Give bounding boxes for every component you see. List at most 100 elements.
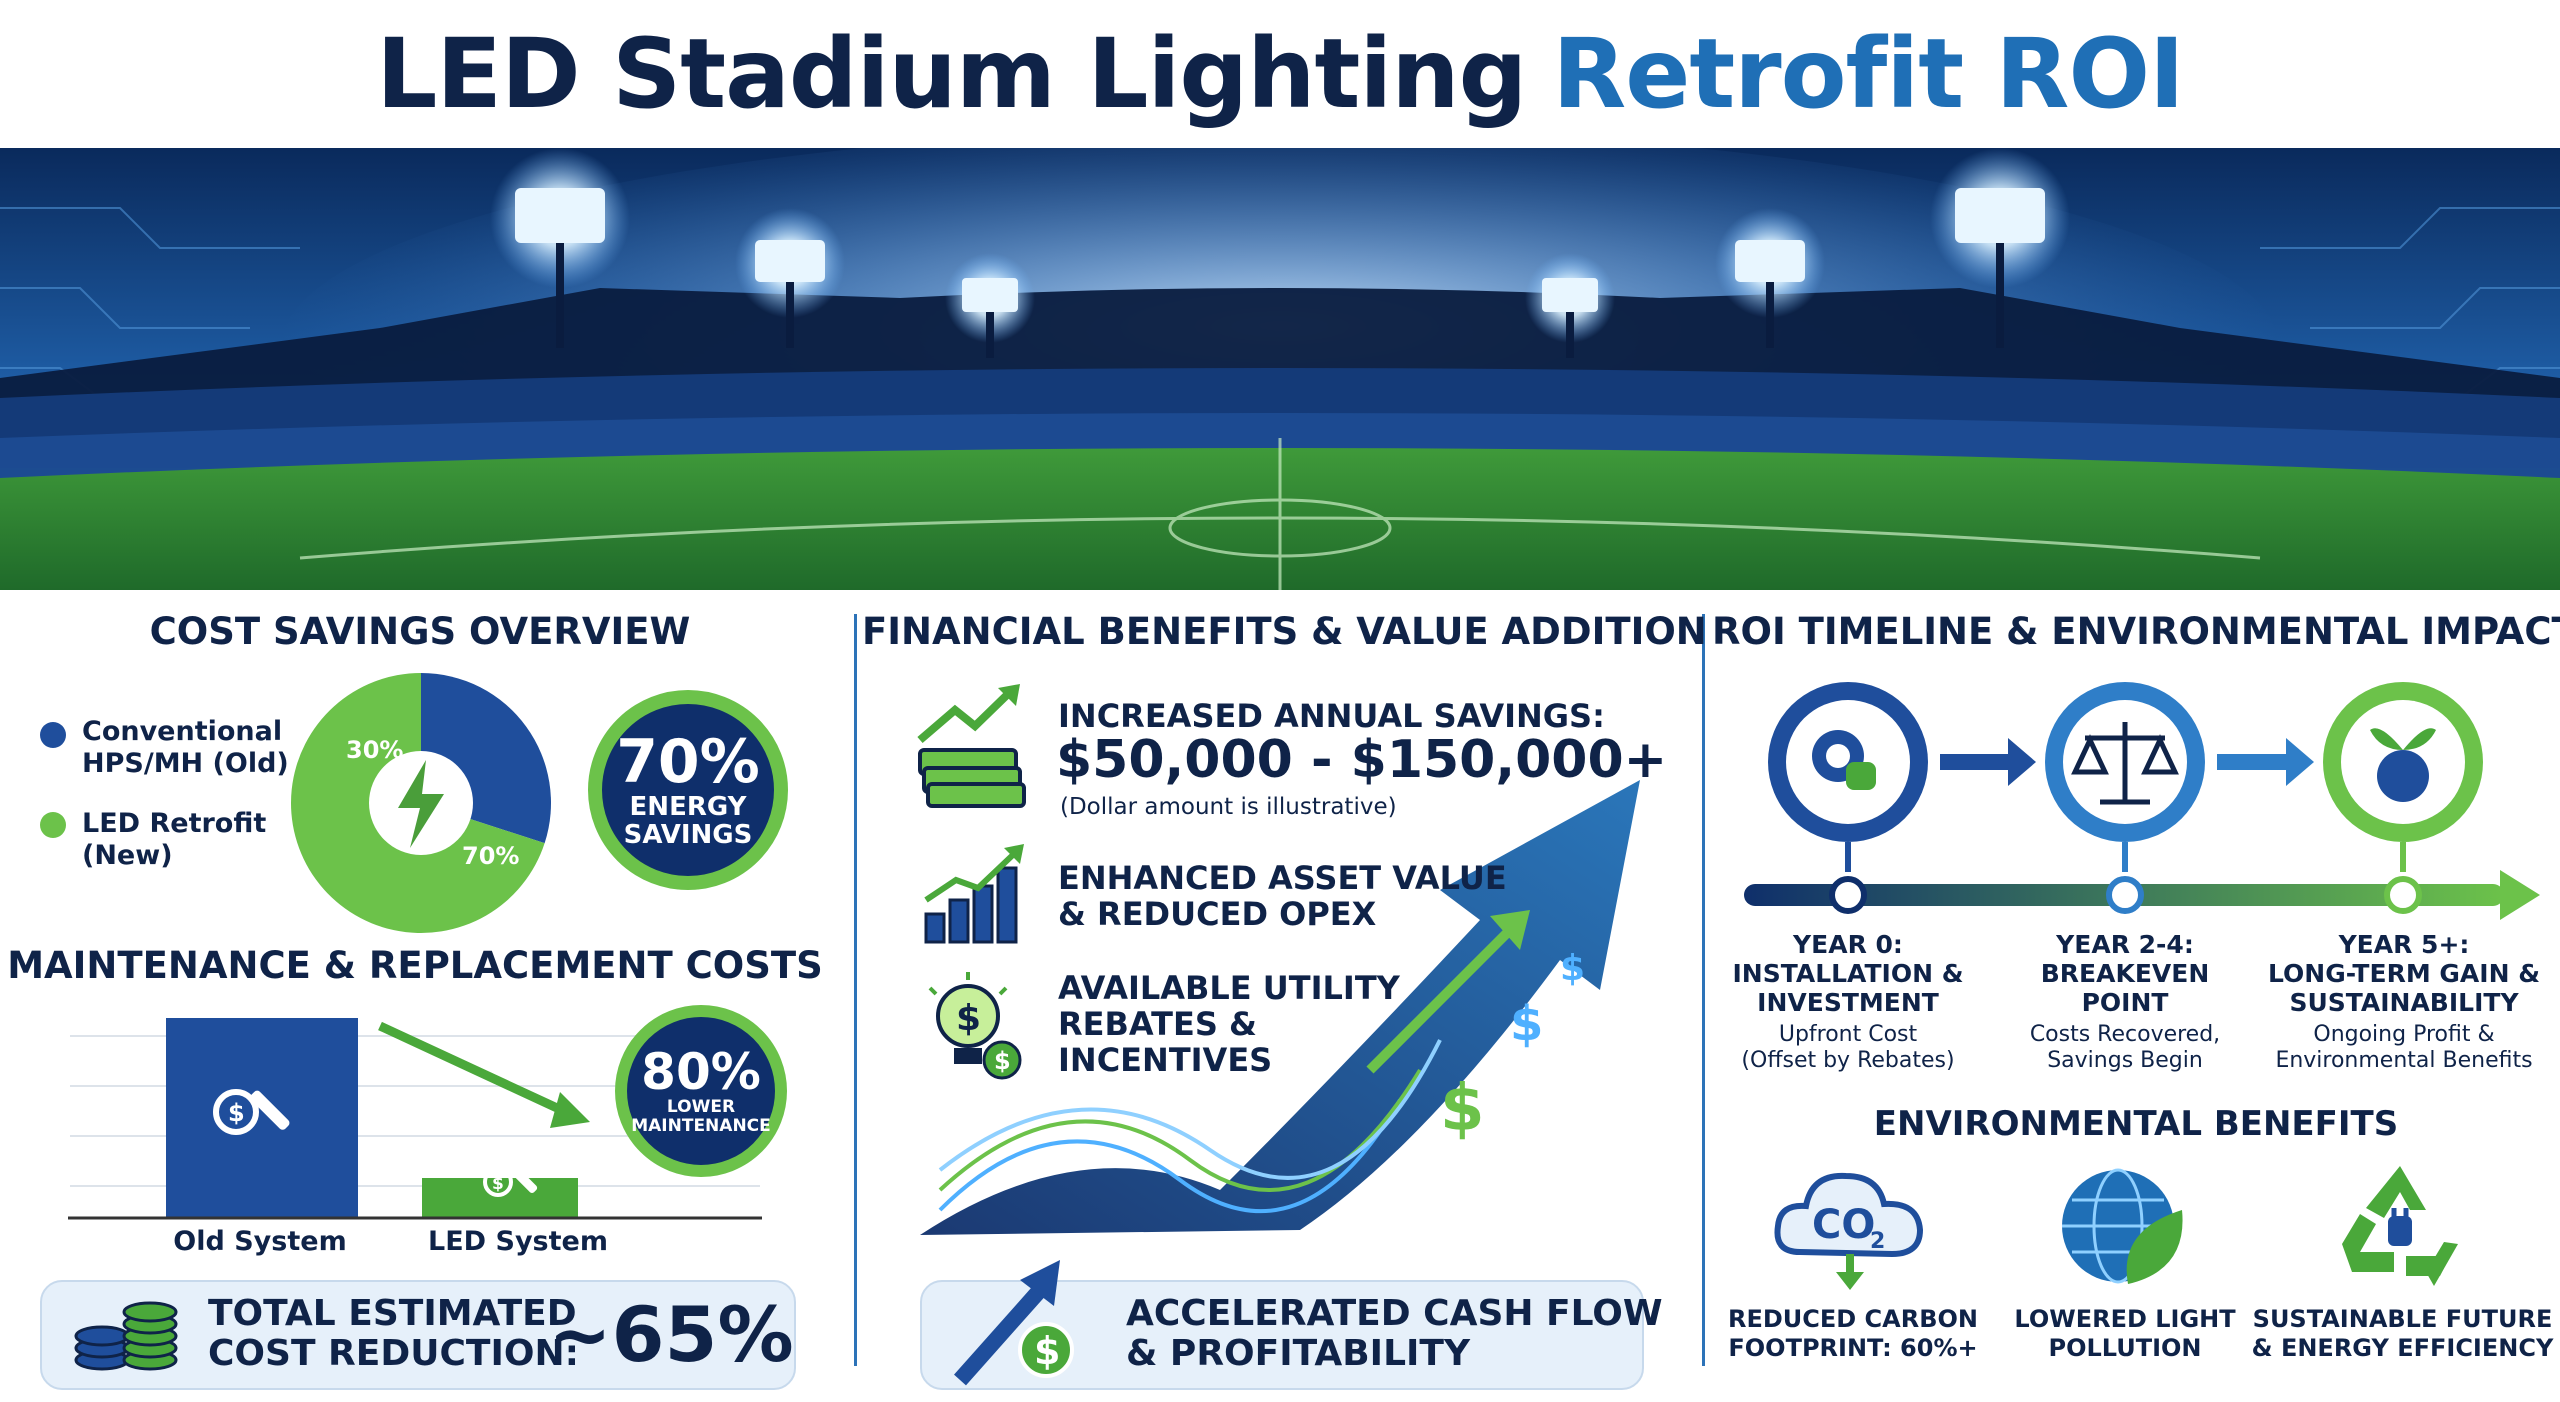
gear-money-icon	[1812, 730, 1876, 790]
cashflow-arrow-icon: $	[954, 1260, 1074, 1386]
total-reduction-line2: COST REDUCTION:	[208, 1333, 579, 1374]
env-light-line2: POLLUTION	[2048, 1334, 2202, 1362]
title-part-1: LED Stadium Lighting	[376, 18, 1527, 130]
co2-cloud-icon: CO 2	[1774, 1172, 1924, 1290]
wrench-dollar-icon-old: $	[213, 1089, 290, 1135]
cost-savings-title: COST SAVINGS OVERVIEW	[149, 610, 691, 653]
total-reduction-line1: TOTAL ESTIMATED	[208, 1293, 577, 1334]
env-sustainable-label: SUSTAINABLE FUTURE & ENERGY EFFICIENCY	[2250, 1305, 2555, 1363]
column-divider-2	[1702, 614, 1705, 1366]
lower-maintenance-badge: 80% LOWER MAINTENANCE	[615, 1005, 787, 1177]
svg-text:$: $	[492, 1174, 504, 1194]
financial-title: FINANCIAL BENEFITS & VALUE ADDITION	[862, 610, 1707, 653]
milestone-0-sub1: Upfront Cost	[1778, 1022, 1918, 1047]
bar-label-old: Old System	[173, 1226, 347, 1257]
bar-growth-icon	[924, 844, 1024, 944]
annual-savings-label: INCREASED ANNUAL SAVINGS:	[1058, 697, 1605, 735]
pie-label-led: 70%	[462, 842, 519, 870]
roi-timeline-graphic	[1744, 682, 2540, 920]
pie-label-conventional: 30%	[346, 736, 403, 764]
energy-savings-line2: SAVINGS	[623, 820, 753, 850]
legend-conventional-line1: Conventional	[82, 716, 283, 747]
env-carbon-line2: FOOTPRINT: 60%+	[1728, 1334, 1978, 1362]
balance-scale-icon	[2071, 722, 2179, 805]
env-carbon-line1: REDUCED CARBON	[1727, 1305, 1979, 1333]
svg-text:$: $	[1510, 996, 1543, 1052]
env-sustainable-line2: & ENERGY EFFICIENCY	[2251, 1334, 2554, 1362]
env-light-label: LOWERED LIGHT POLLUTION	[2000, 1305, 2250, 1363]
legend-led-line1: LED Retrofit	[82, 808, 267, 839]
milestone-1-sub1: Costs Recovered,	[2029, 1022, 2221, 1047]
recycle-plug-icon	[2342, 1166, 2458, 1286]
env-carbon-label: REDUCED CARBON FOOTPRINT: 60%+	[1718, 1305, 1988, 1363]
milestone-2-sub2: Environmental Benefits	[2275, 1048, 2533, 1073]
svg-text:$: $	[1034, 1329, 1060, 1373]
total-reduction-label: TOTAL ESTIMATED COST REDUCTION:	[208, 1294, 579, 1374]
rebates-line1: AVAILABLE UTILITY	[1058, 969, 1400, 1007]
lower-maintenance-line1: LOWER	[666, 1097, 736, 1117]
maintenance-title: MAINTENANCE & REPLACEMENT COSTS	[7, 944, 823, 987]
legend-dot-conventional	[40, 722, 66, 748]
bar-led-system	[422, 1178, 578, 1218]
milestone-1-sub: Costs Recovered, Savings Begin	[2005, 1022, 2245, 1074]
legend-led-line2: (New)	[82, 840, 173, 871]
cashflow-line2: & PROFITABILITY	[1126, 1333, 1471, 1374]
env-benefits-title: ENVIRONMENTAL BENEFITS	[1873, 1104, 2399, 1144]
milestone-0-sub: Upfront Cost (Offset by Rebates)	[1728, 1022, 1968, 1074]
asset-value-line1: ENHANCED ASSET VALUE	[1058, 859, 1507, 897]
svg-text:$: $	[994, 1047, 1011, 1075]
decrease-arrow-head	[550, 1092, 590, 1128]
milestone-0-head2: INSTALLATION &	[1732, 959, 1964, 988]
milestone-2-sub: Ongoing Profit & Environmental Benefits	[2264, 1022, 2544, 1074]
env-sustainable-line1: SUSTAINABLE FUTURE	[2252, 1305, 2553, 1333]
milestone-1-head: YEAR 2-4: BREAKEVEN POINT	[2005, 930, 2245, 1017]
milestone-0-head: YEAR 0: INSTALLATION & INVESTMENT	[1728, 930, 1968, 1017]
asset-value-line2: & REDUCED OPEX	[1058, 895, 1377, 933]
stadium-illustration	[0, 148, 2560, 590]
milestone-2-head3: SUSTAINABILITY	[2289, 988, 2519, 1017]
annual-savings-amount: $50,000 - $150,000+	[1056, 730, 1668, 790]
lightbulb-dollar-icon: $ $	[928, 972, 1022, 1080]
env-light-line1: LOWERED LIGHT	[2014, 1305, 2236, 1333]
lightning-icon	[398, 760, 444, 848]
milestone-2-head2: LONG-TERM GAIN &	[2268, 959, 2540, 988]
bar-old-system	[166, 1018, 358, 1218]
column-divider-1	[854, 614, 857, 1366]
co2-text: CO	[1812, 1202, 1875, 1248]
page-title: LED Stadium Lighting Retrofit ROI	[0, 0, 2560, 148]
milestone-0-head1: YEAR 0:	[1793, 930, 1903, 959]
lower-maintenance-pct: 80%	[641, 1043, 761, 1101]
coin-stack-icon	[74, 1301, 178, 1371]
total-reduction-value: ~65%	[548, 1290, 794, 1379]
stadium-hero-image	[0, 148, 2560, 590]
milestone-1-head2: BREAKEVEN	[2040, 959, 2210, 988]
wrench-dollar-icon-led: $	[483, 1166, 538, 1197]
energy-savings-pct: 70%	[616, 727, 760, 797]
legend-conventional: Conventional HPS/MH (Old)	[82, 716, 289, 780]
milestone-0-head3: INVESTMENT	[1757, 988, 1939, 1017]
milestone-1-head3: POINT	[2081, 988, 2169, 1017]
svg-text:$: $	[1560, 948, 1585, 989]
cashflow-label: ACCELERATED CASH FLOW & PROFITABILITY	[1126, 1294, 1663, 1374]
milestone-2-head1: YEAR 5+:	[2338, 930, 2470, 959]
rebates-label: AVAILABLE UTILITY REBATES & INCENTIVES	[1058, 970, 1400, 1078]
growth-arrow-graphic: $ $ $	[920, 780, 1640, 1235]
rebates-line2: REBATES &	[1058, 1005, 1257, 1043]
milestone-2-sub1: Ongoing Profit &	[2313, 1022, 2495, 1047]
globe-leaf-icon	[2062, 1168, 2183, 1284]
svg-text:$: $	[1440, 1072, 1485, 1146]
milestone-0-sub2: (Offset by Rebates)	[1741, 1048, 1955, 1073]
maintenance-bar-chart: $ $	[68, 1018, 762, 1220]
co2-subscript: 2	[1870, 1229, 1885, 1254]
milestone-2-head: YEAR 5+: LONG-TERM GAIN & SUSTAINABILITY	[2264, 930, 2544, 1017]
lower-maintenance-line2: MAINTENANCE	[631, 1116, 771, 1136]
decrease-arrow	[378, 1021, 572, 1119]
milestone-1-head1: YEAR 2-4:	[2056, 930, 2194, 959]
rebates-line3: INCENTIVES	[1058, 1041, 1273, 1079]
globe-plant-icon	[2370, 728, 2436, 802]
energy-pie-chart: 30% 70%	[291, 673, 551, 933]
cashflow-line1: ACCELERATED CASH FLOW	[1126, 1293, 1663, 1334]
title-part-2: Retrofit ROI	[1552, 18, 2184, 130]
money-growth-icon	[917, 684, 1026, 808]
legend-led: LED Retrofit (New)	[82, 808, 266, 872]
